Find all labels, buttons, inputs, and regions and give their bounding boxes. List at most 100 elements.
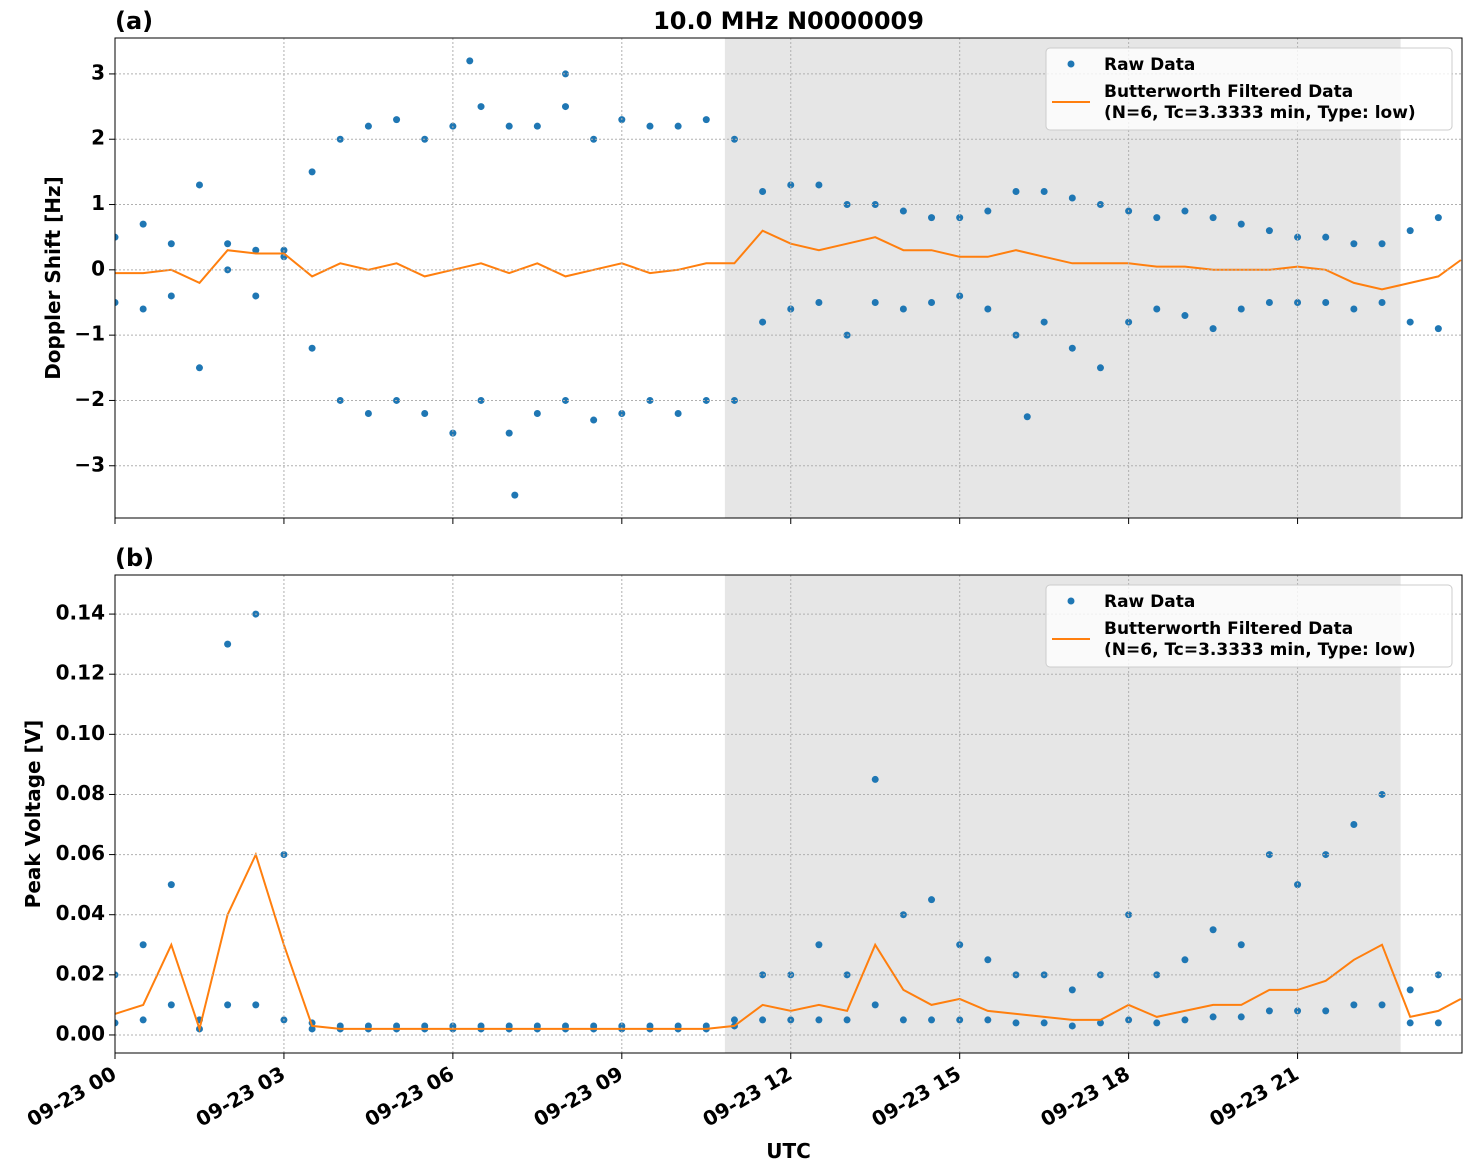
raw-point xyxy=(1023,413,1031,421)
raw-point xyxy=(308,168,316,176)
raw-point xyxy=(1350,240,1358,248)
raw-point xyxy=(195,181,203,189)
raw-point xyxy=(224,640,232,648)
raw-point xyxy=(730,396,738,404)
raw-point xyxy=(139,941,147,949)
legend-marker xyxy=(1067,597,1075,605)
raw-point xyxy=(1209,1013,1217,1021)
y-tick-label: −1 xyxy=(74,322,105,346)
raw-point xyxy=(1068,194,1076,202)
raw-point xyxy=(308,1025,316,1033)
raw-point xyxy=(167,240,175,248)
panel-label: (a) xyxy=(115,7,153,35)
raw-point xyxy=(224,1001,232,1009)
y-tick-label: 0.04 xyxy=(56,901,105,925)
raw-point xyxy=(562,70,570,78)
raw-point xyxy=(871,1001,879,1009)
y-tick-label: 0 xyxy=(91,256,105,280)
raw-point xyxy=(1434,325,1442,333)
y-tick-label: 0.12 xyxy=(56,661,105,685)
raw-point xyxy=(1294,1007,1302,1015)
y-tick-label: 0.02 xyxy=(56,961,105,985)
raw-point xyxy=(224,240,232,248)
raw-point xyxy=(505,429,513,437)
raw-point xyxy=(1096,1019,1104,1027)
raw-point xyxy=(1265,1007,1273,1015)
raw-point xyxy=(674,410,682,418)
raw-point xyxy=(590,416,598,424)
raw-point xyxy=(1350,821,1358,829)
raw-point xyxy=(1237,941,1245,949)
raw-point xyxy=(1153,305,1161,313)
raw-point xyxy=(1322,851,1330,859)
x-tick-label: 09-23 06 xyxy=(361,1061,459,1131)
raw-point xyxy=(1434,971,1442,979)
raw-point xyxy=(815,298,823,306)
raw-point xyxy=(787,305,795,313)
raw-point xyxy=(759,187,767,195)
raw-point xyxy=(252,292,260,300)
x-tick-label: 09-23 03 xyxy=(192,1061,290,1131)
raw-point xyxy=(984,956,992,964)
raw-point xyxy=(1068,986,1076,994)
raw-point xyxy=(1434,214,1442,222)
raw-point xyxy=(115,233,119,241)
panel-label: (b) xyxy=(115,544,154,572)
raw-point xyxy=(590,135,598,143)
raw-point xyxy=(1322,1007,1330,1015)
raw-point xyxy=(815,1016,823,1024)
raw-point xyxy=(364,122,372,130)
legend-marker xyxy=(1067,60,1075,68)
raw-point xyxy=(1322,233,1330,241)
raw-point xyxy=(308,344,316,352)
raw-point xyxy=(871,298,879,306)
raw-point xyxy=(730,135,738,143)
y-tick-label: −2 xyxy=(74,387,105,411)
axes-frame xyxy=(114,574,1463,1054)
raw-point xyxy=(984,1016,992,1024)
raw-point xyxy=(618,410,626,418)
plot-area xyxy=(115,610,1462,1033)
y-tick-label: −3 xyxy=(74,452,105,476)
raw-point xyxy=(1237,305,1245,313)
raw-point xyxy=(167,881,175,889)
raw-point xyxy=(1406,227,1414,235)
x-tick-label: 09-23 15 xyxy=(867,1061,965,1131)
raw-point xyxy=(984,305,992,313)
axes-frame xyxy=(114,37,1463,519)
raw-point xyxy=(984,207,992,215)
raw-point xyxy=(928,214,936,222)
raw-point xyxy=(1265,227,1273,235)
raw-point xyxy=(511,491,519,499)
raw-point xyxy=(195,364,203,372)
raw-point xyxy=(1209,214,1217,222)
x-tick-label: 09-23 18 xyxy=(1036,1061,1134,1131)
raw-point xyxy=(466,57,474,65)
raw-point xyxy=(928,298,936,306)
raw-point xyxy=(787,181,795,189)
raw-point xyxy=(899,1016,907,1024)
y-tick-label: 0.00 xyxy=(56,1021,105,1045)
raw-point xyxy=(1265,298,1273,306)
raw-point xyxy=(167,1001,175,1009)
raw-point xyxy=(759,1016,767,1024)
raw-point xyxy=(1406,318,1414,326)
legend-label: Butterworth Filtered Data (N=6, Tc=3.3333… xyxy=(1104,82,1416,123)
raw-point xyxy=(449,429,457,437)
x-tick-label: 09-23 21 xyxy=(1205,1061,1303,1131)
raw-point xyxy=(1406,986,1414,994)
raw-point xyxy=(1237,220,1245,228)
raw-point xyxy=(702,396,710,404)
raw-point xyxy=(1209,325,1217,333)
filtered-line xyxy=(115,851,1462,1033)
raw-point xyxy=(1294,233,1302,241)
raw-point xyxy=(899,207,907,215)
raw-point xyxy=(1209,926,1217,934)
legend-box xyxy=(1045,47,1453,131)
raw-point xyxy=(1181,1016,1189,1024)
y-tick-label: 0.14 xyxy=(56,601,105,625)
raw-point xyxy=(1434,1019,1442,1027)
raw-point xyxy=(1350,1001,1358,1009)
raw-point xyxy=(1153,1019,1161,1027)
